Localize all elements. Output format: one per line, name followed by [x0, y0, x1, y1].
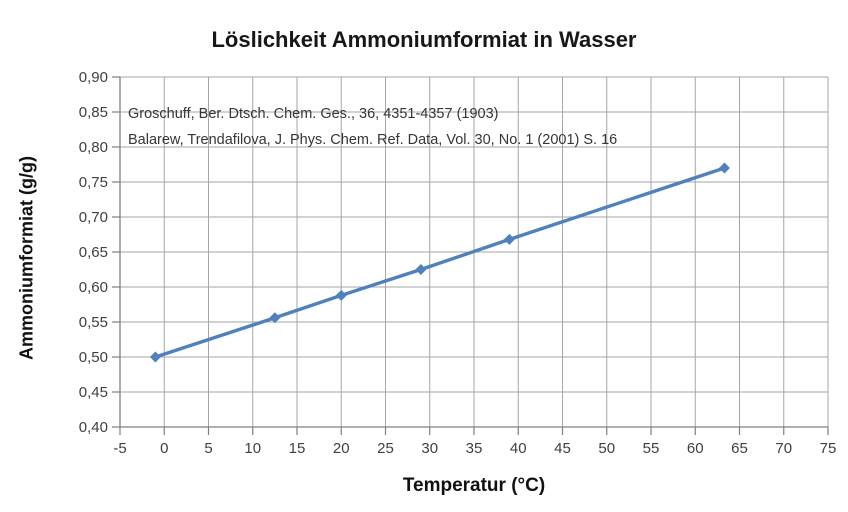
y-tick-label: 0,40 [79, 419, 108, 436]
data-point-marker [415, 264, 427, 275]
data-point-marker [335, 289, 347, 301]
x-tick-label: 55 [643, 440, 660, 457]
tick-labels: -5 0 5 10 15 20 25 30 35 40 45 50 55 60 65 70 75 0,40 0,45… [79, 69, 837, 457]
data-point-markers [149, 162, 730, 363]
x-tick-label: 10 [244, 440, 261, 457]
y-tick-label: 0,50 [79, 349, 108, 366]
y-tick-label: 0,90 [79, 69, 108, 86]
y-tick-label: 0,70 [79, 209, 108, 226]
y-tick-label: 0,55 [79, 314, 108, 331]
citation-annotation: Groschuff, Ber. Dtsch. Chem. Ges., 36, 4… [128, 102, 617, 153]
y-axis-title: Ammoniumformiat (g/g) [16, 156, 37, 360]
x-tick-label: 60 [687, 440, 704, 457]
x-tick-label: 45 [554, 440, 571, 457]
x-tick-label: 65 [731, 440, 748, 457]
citation-line-2: Balarew, Trendafilova, J. Phys. Chem. Re… [128, 131, 618, 148]
x-axis-title: Temperatur (°C) [402, 475, 546, 496]
citation-line-1: Groschuff, Ber. Dtsch. Chem. Ges., 36, 4… [128, 106, 499, 122]
x-tick-label: 15 [289, 440, 306, 457]
y-tick-label: 0,45 [79, 384, 108, 401]
x-tick-label: 25 [377, 440, 394, 457]
y-tick-label: 0,75 [79, 174, 108, 191]
chart-title: Löslichkeit Ammoniumformiat in Wasser [211, 27, 637, 52]
series-line [153, 166, 727, 359]
axis-ticks [112, 76, 829, 435]
x-tick-label: 40 [510, 440, 527, 457]
y-tick-label: 0,85 [79, 104, 108, 121]
x-tick-label: -5 [113, 440, 126, 457]
y-tick-label: 0,65 [79, 244, 108, 261]
y-tick-label: 0,60 [79, 279, 108, 296]
data-point-marker [718, 162, 730, 174]
data-point-marker [149, 351, 161, 363]
x-tick-label: 0 [160, 440, 168, 457]
x-tick-label: 75 [820, 440, 837, 457]
x-tick-label: 20 [333, 440, 350, 457]
y-tick-label: 0,80 [79, 139, 108, 156]
x-tick-label: 30 [421, 440, 438, 457]
x-tick-label: 35 [466, 440, 483, 457]
x-tick-label: 5 [204, 440, 212, 457]
gridlines [119, 76, 829, 428]
x-tick-label: 50 [598, 440, 615, 457]
data-point-marker [503, 233, 515, 245]
data-point-marker [269, 312, 281, 324]
x-tick-label: 70 [775, 440, 792, 457]
